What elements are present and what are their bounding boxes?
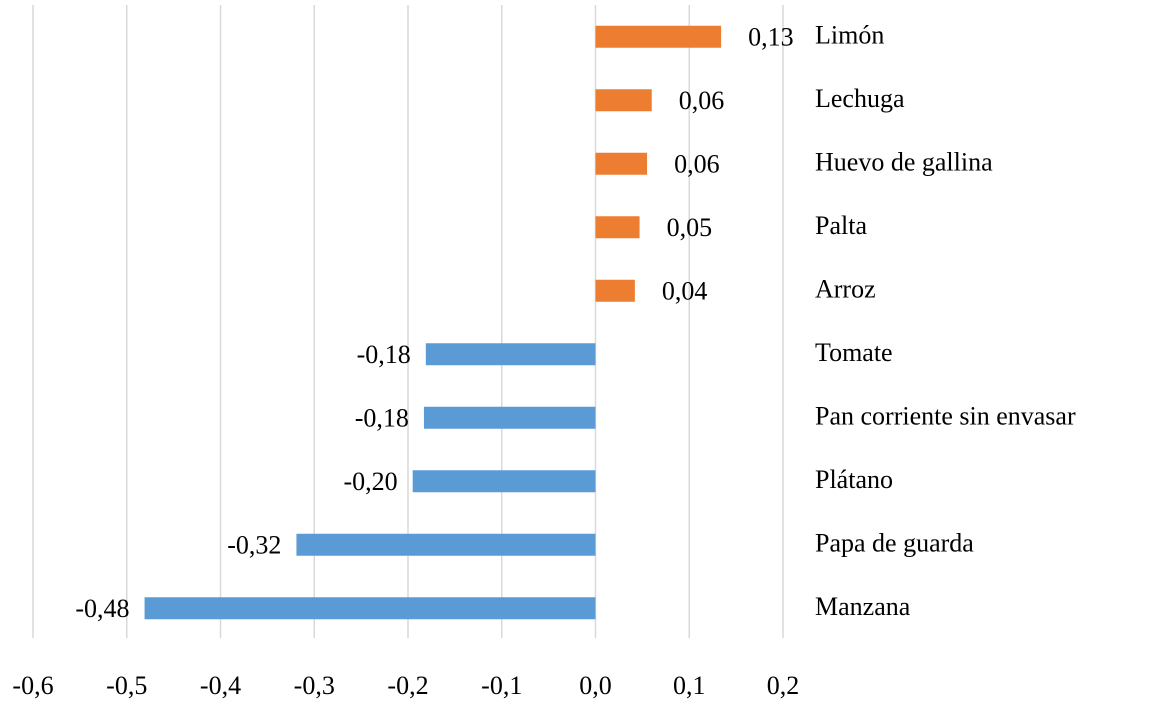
value-label: -0,48 [75,594,129,623]
category-label: Palta [815,211,867,240]
x-tick-label: 0,2 [767,671,800,700]
category-label: Huevo de gallina [815,148,993,177]
x-tick-label: 0,0 [579,671,612,700]
bar [595,279,635,302]
value-label: -0,32 [227,531,281,560]
x-tick-label: -0,6 [12,671,53,700]
category-label: Tomate [815,338,893,367]
category-label: Manzana [815,592,911,621]
value-label: 0,06 [674,150,720,179]
bar [595,89,652,112]
value-label: -0,20 [344,467,398,496]
bar [144,597,596,620]
value-label: 0,04 [662,277,708,306]
value-label: 0,05 [667,213,713,242]
bar [296,533,596,556]
value-label: 0,06 [679,86,725,115]
value-label: 0,13 [748,23,794,52]
category-label: Papa de guarda [815,529,974,558]
category-label: Arroz [815,275,876,304]
x-tick-label: -0,2 [387,671,428,700]
x-tick-label: -0,4 [200,671,241,700]
bar [595,152,648,175]
bar [595,216,640,239]
category-label: Plátano [815,465,893,494]
category-label: Lechuga [815,84,905,113]
x-tick-label: -0,3 [294,671,335,700]
bar [425,343,596,366]
value-label: -0,18 [357,340,411,369]
x-tick-label: -0,1 [481,671,522,700]
x-tick-label: -0,5 [106,671,147,700]
bar [595,25,722,48]
x-tick-label: 0,1 [673,671,706,700]
category-label: Pan corriente sin envasar [815,402,1076,431]
value-label: -0,18 [355,404,409,433]
category-label: Limón [815,21,884,50]
bar [412,470,596,493]
bar [423,406,596,429]
